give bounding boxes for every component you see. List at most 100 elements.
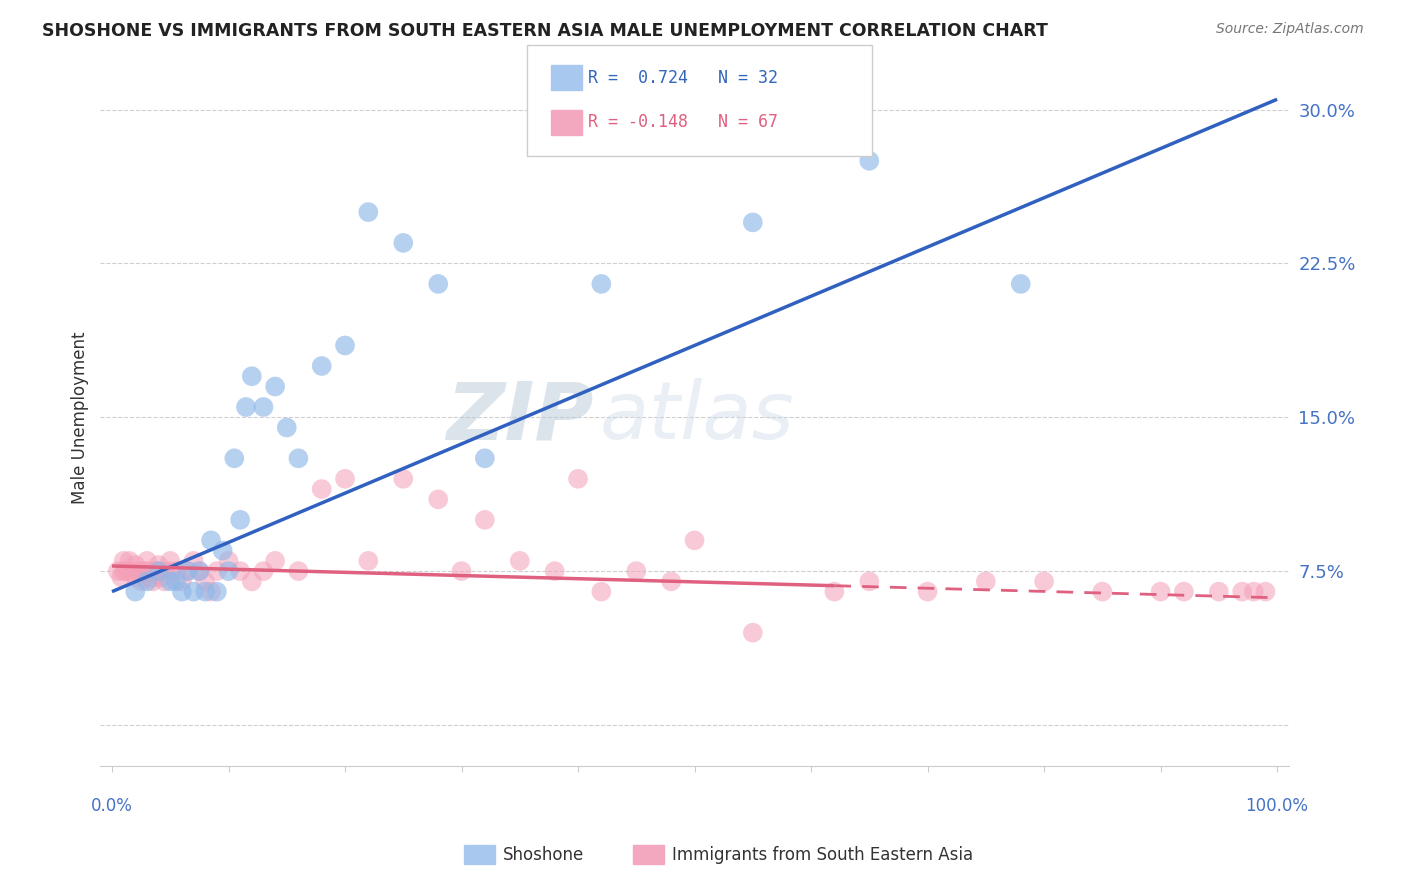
Point bbox=[1230, 584, 1253, 599]
Point bbox=[917, 584, 939, 599]
Point bbox=[118, 564, 141, 578]
Point bbox=[110, 570, 132, 584]
Point bbox=[136, 574, 159, 589]
Y-axis label: Male Unemployment: Male Unemployment bbox=[72, 331, 89, 503]
Point bbox=[205, 564, 228, 578]
Text: ZIP: ZIP bbox=[446, 378, 593, 457]
Point bbox=[509, 554, 531, 568]
Text: 100.0%: 100.0% bbox=[1246, 797, 1309, 814]
Point bbox=[1010, 277, 1032, 291]
Point bbox=[188, 564, 211, 578]
Point bbox=[129, 574, 152, 589]
Point bbox=[183, 554, 205, 568]
Point bbox=[205, 584, 228, 599]
Point bbox=[112, 554, 135, 568]
Point bbox=[1033, 574, 1056, 589]
Point bbox=[741, 215, 763, 229]
Text: SHOSHONE VS IMMIGRANTS FROM SOUTH EASTERN ASIA MALE UNEMPLOYMENT CORRELATION CHA: SHOSHONE VS IMMIGRANTS FROM SOUTH EASTER… bbox=[42, 22, 1047, 40]
Point bbox=[188, 564, 211, 578]
Point bbox=[136, 554, 159, 568]
Point bbox=[194, 584, 217, 599]
Point bbox=[392, 235, 415, 250]
Point bbox=[659, 574, 682, 589]
Point bbox=[159, 554, 181, 568]
Point bbox=[129, 564, 152, 578]
Point bbox=[218, 564, 240, 578]
Point bbox=[741, 625, 763, 640]
Point bbox=[1091, 584, 1114, 599]
Point bbox=[148, 558, 170, 572]
Text: atlas: atlas bbox=[599, 378, 794, 457]
Point bbox=[153, 574, 176, 589]
Point bbox=[115, 564, 138, 578]
Point bbox=[240, 369, 263, 384]
Point bbox=[858, 153, 880, 168]
Point bbox=[1243, 584, 1265, 599]
Point bbox=[165, 574, 187, 589]
Text: R =  0.724   N = 32: R = 0.724 N = 32 bbox=[588, 69, 778, 87]
Point bbox=[974, 574, 997, 589]
Point bbox=[1254, 584, 1277, 599]
Point bbox=[427, 277, 450, 291]
Point bbox=[474, 451, 496, 466]
Point bbox=[200, 533, 222, 548]
Point bbox=[287, 564, 309, 578]
Point bbox=[145, 564, 167, 578]
Point bbox=[276, 420, 298, 434]
Text: 0.0%: 0.0% bbox=[91, 797, 134, 814]
Text: Source: ZipAtlas.com: Source: ZipAtlas.com bbox=[1216, 22, 1364, 37]
Point bbox=[567, 472, 589, 486]
Point bbox=[170, 584, 193, 599]
Point bbox=[112, 564, 135, 578]
Point bbox=[474, 513, 496, 527]
Text: Shoshone: Shoshone bbox=[503, 846, 585, 863]
Point bbox=[823, 584, 845, 599]
Point bbox=[177, 564, 200, 578]
Point bbox=[240, 574, 263, 589]
Text: Immigrants from South Eastern Asia: Immigrants from South Eastern Asia bbox=[672, 846, 973, 863]
Point bbox=[264, 379, 287, 393]
Point bbox=[177, 564, 200, 578]
Point bbox=[124, 570, 146, 584]
Point bbox=[127, 564, 149, 578]
Point bbox=[858, 574, 880, 589]
Point bbox=[136, 564, 159, 578]
Point bbox=[392, 472, 415, 486]
Text: R = -0.148   N = 67: R = -0.148 N = 67 bbox=[588, 113, 778, 131]
Point bbox=[148, 564, 170, 578]
Point bbox=[235, 400, 257, 414]
Point bbox=[311, 482, 333, 496]
Point bbox=[229, 513, 252, 527]
Point bbox=[591, 584, 613, 599]
Point bbox=[218, 554, 240, 568]
Point bbox=[229, 564, 252, 578]
Point bbox=[194, 574, 217, 589]
Point bbox=[544, 564, 567, 578]
Point bbox=[107, 564, 129, 578]
Point bbox=[1208, 584, 1230, 599]
Point bbox=[450, 564, 472, 578]
Point bbox=[626, 564, 648, 578]
Point bbox=[264, 554, 287, 568]
Point bbox=[287, 451, 309, 466]
Point bbox=[153, 564, 176, 578]
Point bbox=[357, 554, 380, 568]
Point bbox=[148, 564, 170, 578]
Point bbox=[159, 564, 181, 578]
Point bbox=[165, 564, 187, 578]
Point bbox=[224, 451, 246, 466]
Point bbox=[138, 564, 160, 578]
Point bbox=[311, 359, 333, 373]
Point bbox=[591, 277, 613, 291]
Point bbox=[142, 574, 165, 589]
Point bbox=[333, 338, 356, 352]
Point bbox=[357, 205, 380, 219]
Point bbox=[683, 533, 706, 548]
Point bbox=[124, 558, 146, 572]
Point bbox=[118, 554, 141, 568]
Point bbox=[252, 400, 274, 414]
Point bbox=[159, 574, 181, 589]
Point bbox=[124, 584, 146, 599]
Point bbox=[427, 492, 450, 507]
Point bbox=[183, 584, 205, 599]
